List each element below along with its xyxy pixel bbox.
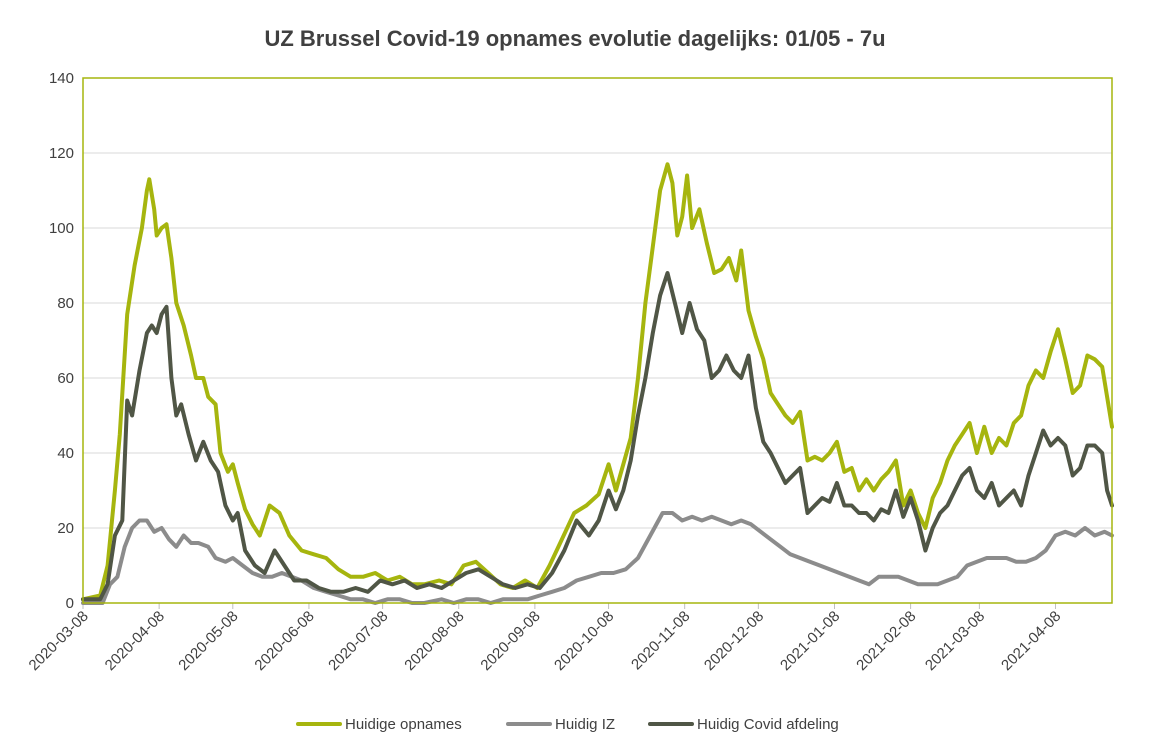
plot-area-border [82,77,1113,604]
x-tick-label: 2020-10-08 [551,608,617,674]
x-tick-label: 2020-12-08 [701,608,767,674]
series-line-0 [81,162,1114,602]
y-tick-label: 40 [57,445,74,462]
legend-label-0: Huidige opnames [345,716,462,733]
x-tick-label: 2021-03-08 [922,608,988,674]
x-tick-label: 2020-07-08 [325,608,391,674]
x-tick-label: 2020-05-08 [175,608,241,674]
x-tick-label: 2020-03-08 [26,608,92,674]
y-tick-label: 80 [57,295,74,312]
y-tick-label: 60 [57,370,74,387]
x-tick-label: 2021-01-08 [777,608,843,674]
chart-title: UZ Brussel Covid-19 opnames evolutie dag… [264,26,885,51]
series-lines [81,162,1114,605]
y-tick-label: 120 [49,145,74,162]
y-tick-label: 0 [66,595,74,612]
series-line-1 [81,511,1114,605]
series-line-2 [81,271,1114,602]
y-tick-label: 100 [49,220,74,237]
x-tick-label: 2020-04-08 [102,608,168,674]
x-tick-label: 2021-02-08 [853,608,919,674]
x-tick-label: 2020-09-08 [477,608,543,674]
y-tick-label: 20 [57,520,74,537]
x-tick-label: 2020-06-08 [251,608,317,674]
legend: Huidige opnames Huidig IZ Huidig Covid afd… [296,716,839,733]
y-tick-label: 140 [49,70,74,87]
legend-label-1: Huidig IZ [555,716,615,733]
x-tick-label: 2020-11-08 [628,608,693,673]
legend-label-2: Huidig Covid afdeling [697,716,839,733]
y-axis-ticks: 0 20 40 60 80 100 120 140 [49,70,74,612]
x-axis-ticks: 2020-03-08 2020-04-08 2020-05-08 2020-06-08… [26,603,1064,674]
x-tick-label: 2021-04-08 [998,608,1064,674]
x-tick-label: 2020-08-08 [401,608,467,674]
